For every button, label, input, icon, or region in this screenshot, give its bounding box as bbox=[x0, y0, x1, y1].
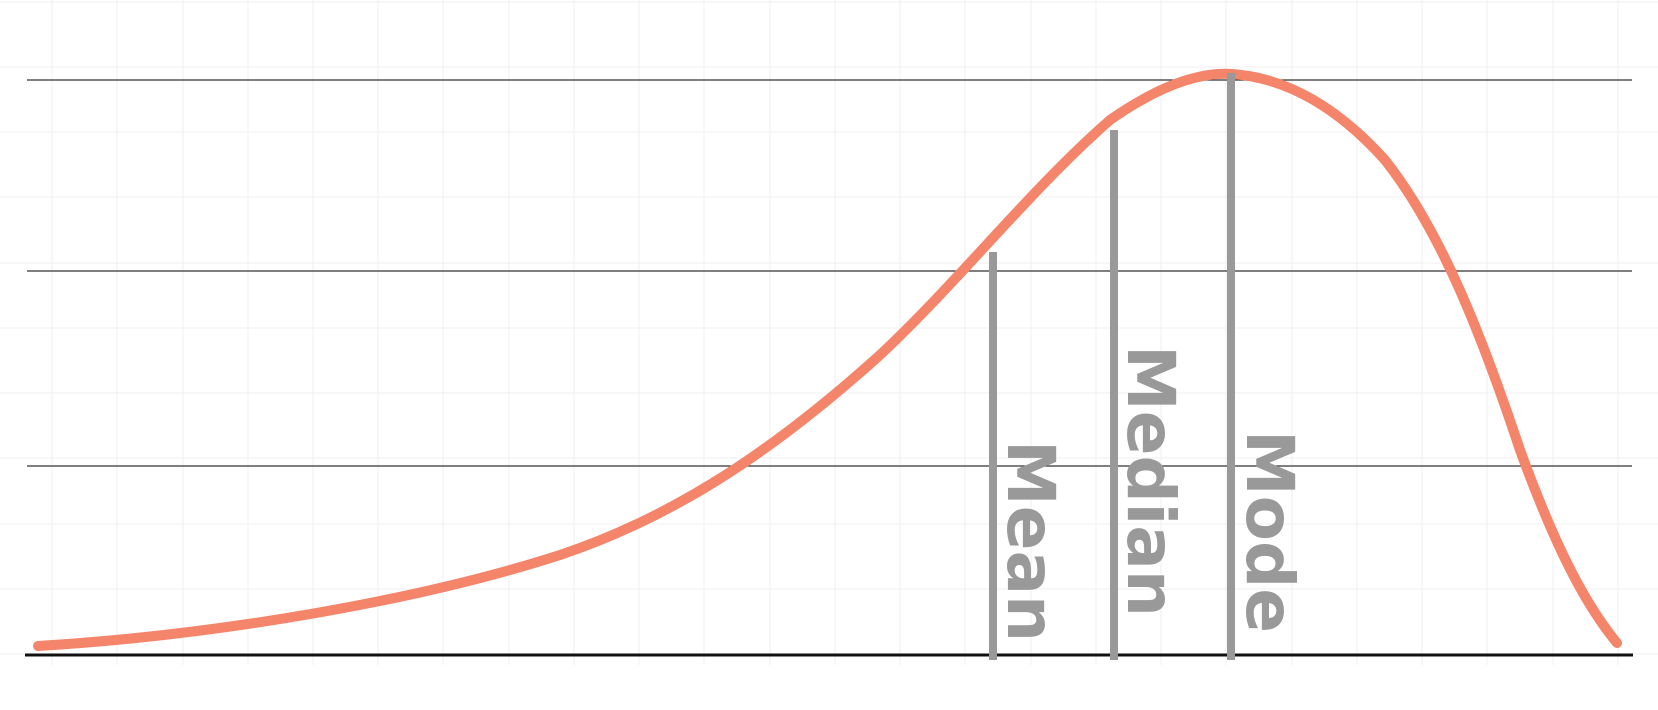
mode-label: Mode bbox=[1231, 430, 1308, 633]
distribution-curve bbox=[33, 68, 1622, 651]
horizontal-reference-lines bbox=[27, 79, 1632, 467]
median-label: Median bbox=[1112, 345, 1189, 617]
background-grid bbox=[0, 0, 1658, 665]
mean-label: Mean bbox=[992, 440, 1069, 642]
